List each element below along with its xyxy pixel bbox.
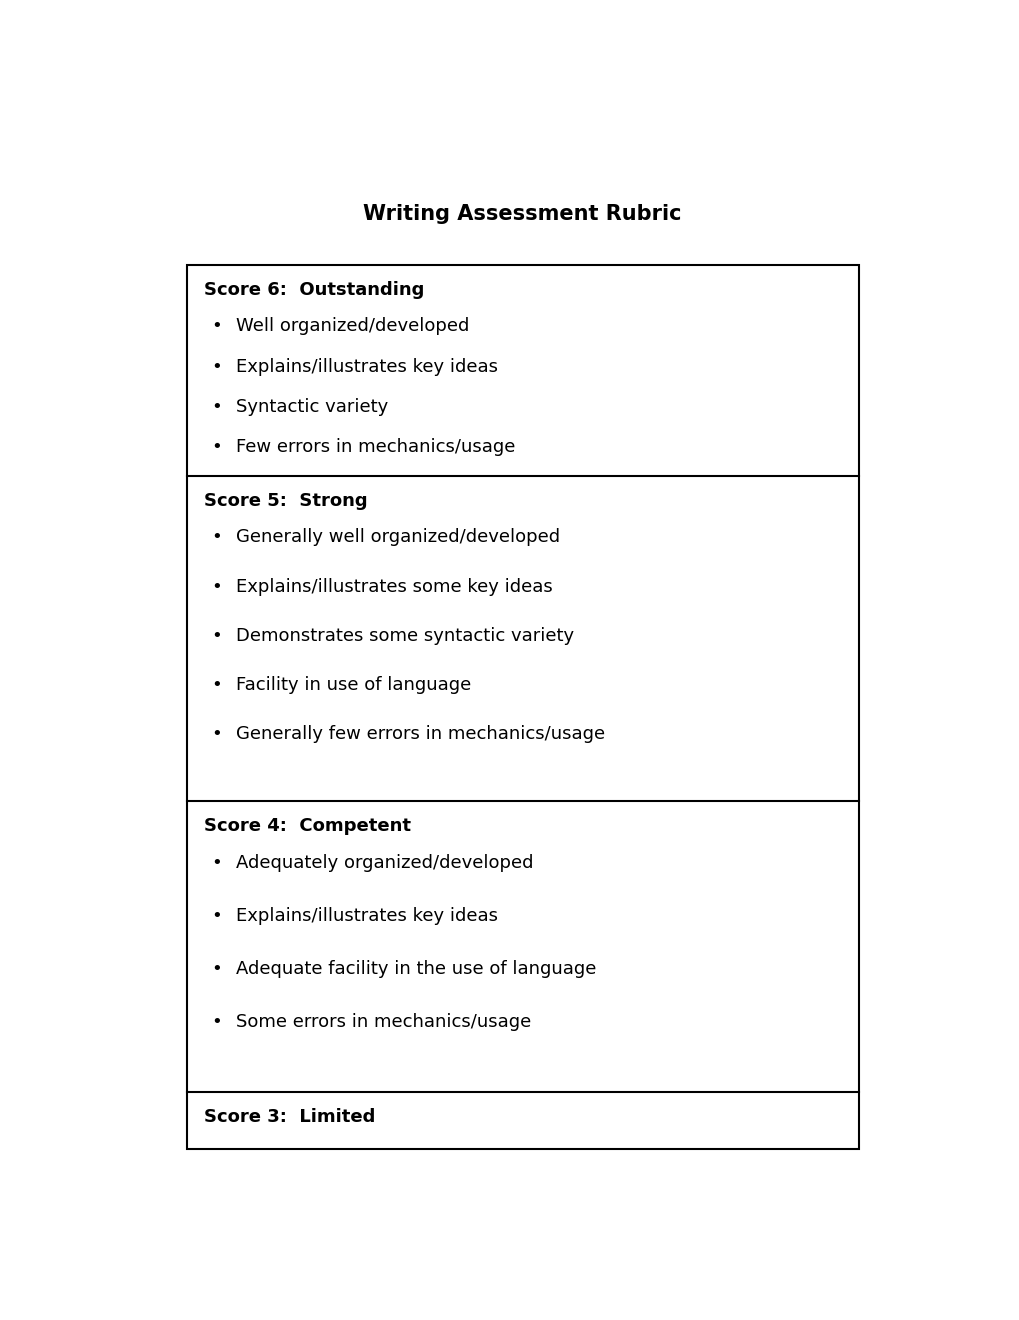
Text: •: • [211,317,222,335]
Text: Adequate facility in the use of language: Adequate facility in the use of language [235,960,595,978]
Text: •: • [211,726,222,743]
Text: Demonstrates some syntactic variety: Demonstrates some syntactic variety [235,627,574,645]
Text: •: • [211,676,222,694]
FancyBboxPatch shape [186,265,858,1150]
Text: Facility in use of language: Facility in use of language [235,676,471,694]
Text: Syntactic variety: Syntactic variety [235,397,387,416]
Text: •: • [211,960,222,978]
Text: Well organized/developed: Well organized/developed [235,317,469,335]
Text: •: • [211,578,222,595]
Text: •: • [211,528,222,546]
Text: Explains/illustrates key ideas: Explains/illustrates key ideas [235,358,497,376]
Text: Few errors in mechanics/usage: Few errors in mechanics/usage [235,438,515,457]
Text: Score 6:  Outstanding: Score 6: Outstanding [204,281,424,300]
Text: Generally few errors in mechanics/usage: Generally few errors in mechanics/usage [235,726,604,743]
Text: Score 4:  Competent: Score 4: Competent [204,817,411,836]
Text: •: • [211,397,222,416]
Text: •: • [211,854,222,873]
Text: •: • [211,438,222,457]
Text: Score 3:  Limited: Score 3: Limited [204,1107,375,1126]
Text: •: • [211,358,222,376]
Text: •: • [211,1012,222,1031]
Text: •: • [211,627,222,645]
Text: Score 5:  Strong: Score 5: Strong [204,492,368,510]
Text: Explains/illustrates key ideas: Explains/illustrates key ideas [235,907,497,925]
Text: Writing Assessment Rubric: Writing Assessment Rubric [363,205,682,224]
Text: Adequately organized/developed: Adequately organized/developed [235,854,533,873]
Text: Some errors in mechanics/usage: Some errors in mechanics/usage [235,1012,531,1031]
Text: •: • [211,907,222,925]
Text: Generally well organized/developed: Generally well organized/developed [235,528,559,546]
Text: Explains/illustrates some key ideas: Explains/illustrates some key ideas [235,578,552,595]
